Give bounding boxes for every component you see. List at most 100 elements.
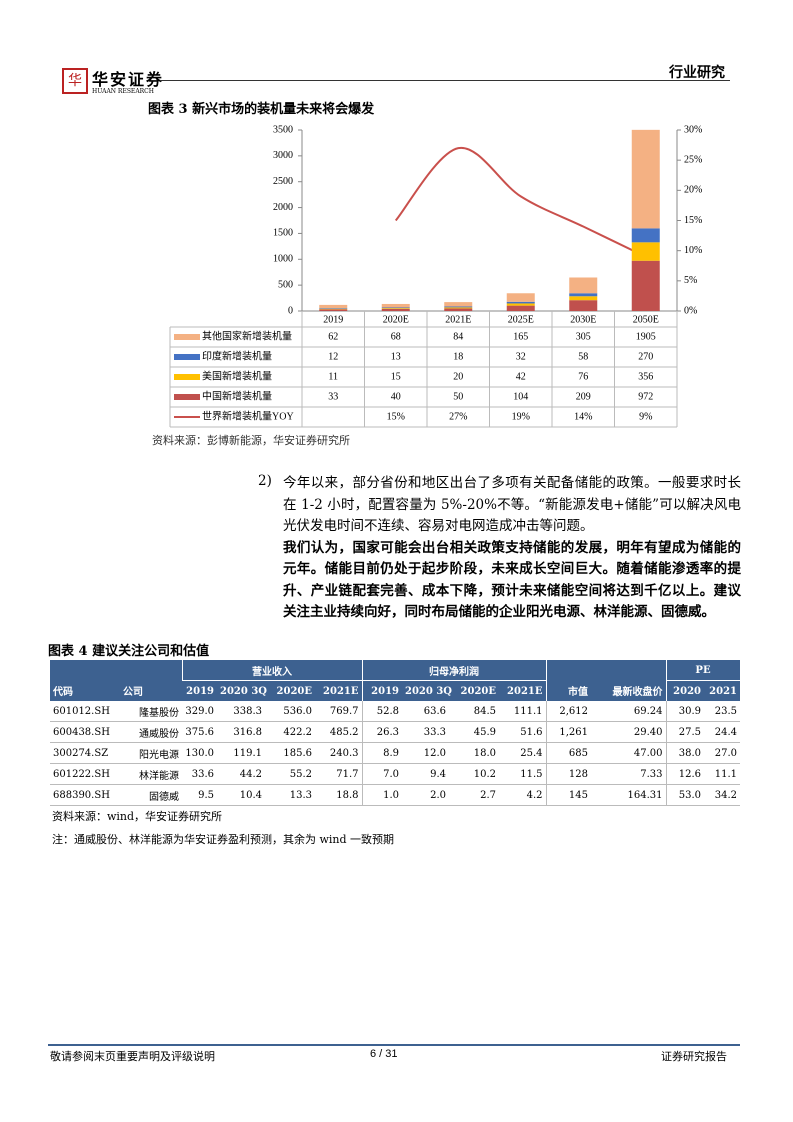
table-cell: 阳光电源 (120, 742, 182, 764)
table-cell: 25.4 (499, 742, 547, 764)
bar-segment (631, 129, 660, 229)
table-cell: 51.6 (499, 721, 547, 743)
footer-disclaimer: 敬请参阅末页重要声明及评级说明 (50, 1050, 215, 1063)
table-row: 688390.SH 固德威 9.5 10.4 13.3 18.8 1.0 2.0 2.7 4.2 1… (50, 784, 740, 806)
table-value: 11 (328, 371, 338, 382)
table-cell: 33.6 (182, 763, 217, 785)
legend-label: 中国新增装机量 (202, 389, 272, 402)
column-header: 2020 3Q (402, 680, 452, 701)
column-header: 2019 (362, 680, 402, 701)
table-cell: 隆基股份 (120, 701, 182, 722)
table-value: 356 (638, 371, 653, 382)
table-cell: 53.0 (666, 784, 704, 806)
table-value: 19% (512, 411, 530, 422)
table-cell: 24.4 (704, 721, 740, 743)
paragraph-text: 今年以来，部分省份和地区出台了多项有关配备储能的政策。一般要求时长在 1-2 小… (283, 475, 741, 534)
table-row: 600438.SH 通威股份 375.6 316.8 422.2 485.2 26.3 33.… (50, 721, 740, 743)
table-cell: 688390.SH (50, 784, 120, 806)
table-value: 68 (391, 331, 401, 342)
table-cell: 9.5 (182, 784, 217, 806)
table-cell: 375.6 (182, 721, 217, 743)
table-value: 270 (638, 351, 653, 362)
bar-segment (444, 307, 473, 309)
table-cell: 2.7 (449, 784, 499, 806)
table-value: 13 (391, 351, 401, 362)
group-header: PE (666, 660, 741, 681)
legend-label: 印度新增装机量 (202, 349, 272, 362)
table-cell: 300274.SZ (50, 742, 120, 764)
table-cell: 27.5 (666, 721, 704, 743)
y-tick-label: 500 (278, 279, 293, 290)
column-header: 2020E (449, 680, 499, 701)
table-cell: 18.0 (449, 742, 499, 764)
table-cell: 536.0 (265, 701, 315, 722)
column-header: 2021 (704, 680, 740, 701)
header-rule (160, 80, 730, 81)
legend-swatch (174, 374, 200, 380)
table-cell: 338.3 (217, 701, 265, 722)
table-cell: 185.6 (265, 742, 315, 764)
table-cell: 33.3 (402, 721, 449, 743)
bar-segment (444, 308, 473, 311)
column-header: 2021E (315, 680, 363, 701)
table-cell: 84.5 (449, 701, 499, 722)
table-value: 58 (578, 351, 588, 362)
table-note: 注：通威股份、林洋能源为华安证券盈利预测，其余为 wind 一致预期 (52, 833, 395, 846)
table-cell: 128 (546, 763, 591, 785)
bar-segment (631, 228, 660, 243)
paragraph-bold: 我们认为，国家可能会出台相关政策支持储能的发展，明年有望成为储能的元年。储能目前… (283, 539, 741, 621)
table-cell: 329.0 (182, 701, 217, 722)
table-cell: 12.6 (666, 763, 704, 785)
x-tick-label: 2019 (323, 314, 343, 325)
chart: 0 500 1000 1500 2000 2500 3000 3500 0% 5% 10% 15% 20… (169, 124, 702, 428)
bar-segment (569, 300, 598, 311)
chart-title: 图表 3 新兴市场的装机量未来将会爆发 (148, 102, 375, 117)
section: 行业研究 (669, 65, 725, 81)
y-tick-label: 0 (288, 305, 293, 316)
bar-segment (569, 296, 598, 301)
table-cell: 71.7 (315, 763, 363, 785)
table-value: 40 (391, 391, 401, 402)
table-cell: 69.24 (591, 701, 667, 722)
y-tick-label: 2000 (273, 202, 293, 213)
chart-source: 资料来源：彭博新能源，华安证券研究所 (152, 434, 350, 447)
column-header: 2020 (666, 680, 704, 701)
table-cell: 1,261 (546, 721, 591, 743)
column-header: 最新收盘价 (591, 680, 667, 701)
table-cell: 316.8 (217, 721, 265, 743)
footer-rule (48, 1044, 740, 1046)
x-tick-label: 2025E (508, 314, 534, 325)
table-cell: 63.6 (402, 701, 449, 722)
table-cell: 55.2 (265, 763, 315, 785)
table-value: 9% (639, 411, 652, 422)
table-cell: 44.2 (217, 763, 265, 785)
table-cell: 11.5 (499, 763, 547, 785)
group-header: 归母净利润 (362, 660, 547, 681)
table-value: 76 (578, 371, 588, 382)
table-source: 资料来源：wind，华安证券研究所 (52, 810, 223, 823)
table-cell: 12.0 (402, 742, 449, 764)
table-cell: 2.0 (402, 784, 449, 806)
table-value: 14% (574, 411, 592, 422)
table-cell: 23.5 (704, 701, 740, 722)
table-value: 42 (516, 371, 526, 382)
table-cell: 11.1 (704, 763, 740, 785)
column-header: 2020E (265, 680, 315, 701)
y-tick-label: 3000 (273, 150, 293, 161)
column-header: 2019 (182, 680, 217, 701)
table-cell: 240.3 (315, 742, 363, 764)
table-cell: 18.8 (315, 784, 363, 806)
bar-segment (506, 303, 535, 306)
bar-segment (631, 242, 660, 261)
table-row: 300274.SZ 阳光电源 130.0 119.1 185.6 240.3 8.9 12.0… (50, 742, 740, 764)
x-tick-label: 2030E (570, 314, 596, 325)
bar-segment (319, 304, 348, 309)
table-cell: 485.2 (315, 721, 363, 743)
table-cell: 685 (546, 742, 591, 764)
table-cell: 10.4 (217, 784, 265, 806)
bar-segment (444, 302, 473, 307)
legend-label: 美国新增装机量 (202, 369, 272, 382)
table-row: 601222.SH 林洋能源 33.6 44.2 55.2 71.7 7.0 9.4 10.2 1… (50, 763, 740, 785)
legend-swatch (174, 334, 200, 340)
y2-tick-label: 10% (684, 245, 702, 256)
